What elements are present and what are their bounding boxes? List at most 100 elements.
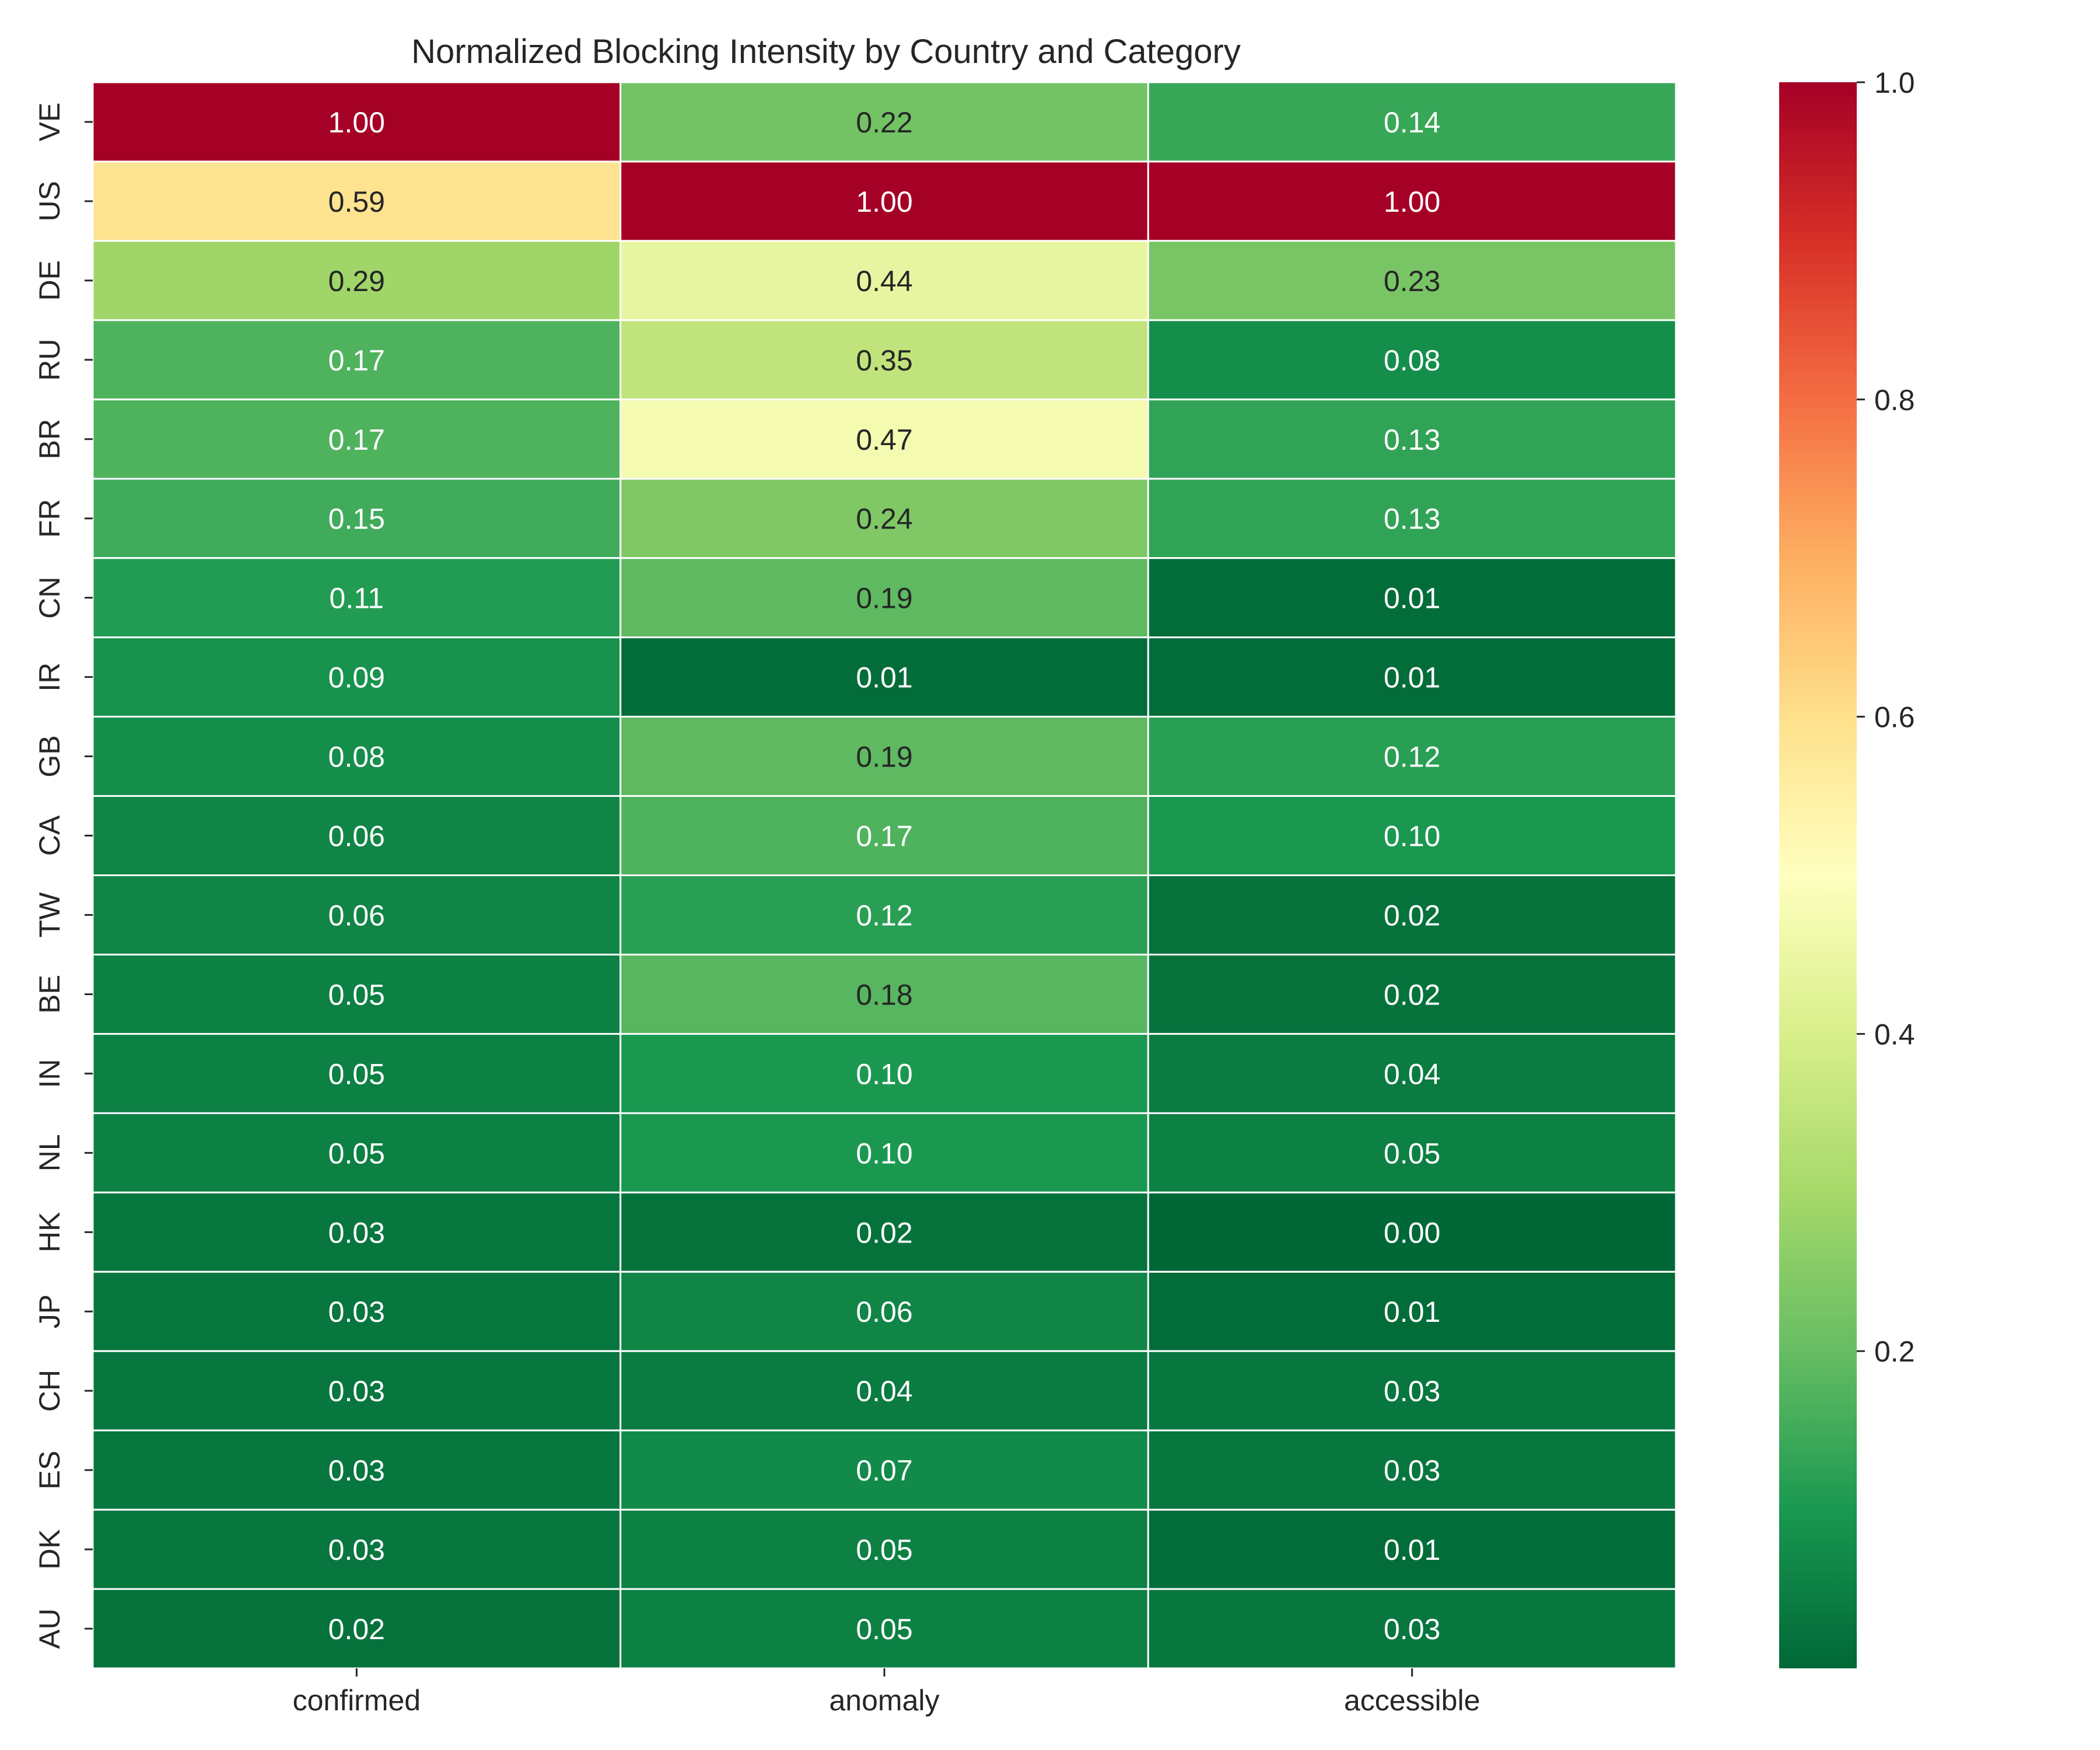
row-tick-label: ES [33, 1451, 66, 1490]
row-tick-label: BR [33, 419, 66, 459]
cell-value-label: 0.05 [328, 1058, 385, 1090]
row-tick-label: RU [33, 339, 66, 381]
row-tick-label: FR [33, 499, 66, 538]
cell-value-label: 0.59 [328, 186, 385, 218]
cell-value-label: 0.29 [328, 265, 385, 298]
cell-value-label: 0.35 [856, 344, 912, 377]
heatmap-cell [1147, 1112, 1677, 1194]
cell-value-label: 0.10 [856, 1137, 912, 1170]
cell-value-label: 0.13 [1384, 424, 1440, 456]
cell-value-label: 0.03 [328, 1534, 385, 1566]
heatmap-cell-labels: 1.00 0.22 0.14 0.59 1.00 1.00 0.29 0.44 0.23 0.17… [328, 106, 1441, 1646]
column-tick-label: confirmed [293, 1684, 421, 1717]
cell-value-label: 0.14 [1384, 106, 1440, 139]
cell-value-label: 1.00 [1384, 186, 1440, 218]
heatmap-cell [92, 478, 622, 559]
heatmap-cell [620, 1112, 1149, 1194]
row-tick-label: CA [33, 815, 66, 856]
heatmap-cell [620, 1270, 1149, 1352]
heatmap-cell [1147, 240, 1677, 321]
cell-value-label: 0.19 [856, 741, 912, 774]
heatmap-cell [92, 240, 622, 321]
heatmap-cell [92, 319, 622, 401]
cell-value-label: 0.03 [1384, 1454, 1440, 1487]
cell-value-label: 0.18 [856, 978, 912, 1011]
heatmap-cell [92, 874, 622, 956]
colorbar: 0.2 0.4 0.6 0.8 1.0 [1779, 66, 1915, 1668]
heatmap-cell [92, 636, 622, 718]
cell-value-label: 0.05 [328, 978, 385, 1011]
cell-value-label: 0.05 [328, 1137, 385, 1170]
column-tick-label: accessible [1344, 1684, 1480, 1717]
cell-value-label: 0.02 [328, 1613, 385, 1646]
heatmap-cell [1147, 81, 1677, 163]
cell-value-label: 0.01 [1384, 1296, 1440, 1328]
cell-value-label: 0.10 [1384, 820, 1440, 853]
cell-value-label: 0.03 [328, 1296, 385, 1328]
cell-value-label: 0.03 [328, 1375, 385, 1408]
heatmap-cell [1147, 1429, 1677, 1511]
heatmap-cells [92, 81, 1677, 1670]
heatmap-cell [1147, 319, 1677, 401]
heatmap-cell [92, 1270, 622, 1352]
heatmap-cell [620, 716, 1149, 797]
cell-value-label: 0.02 [1384, 978, 1440, 1011]
heatmap-cell [92, 398, 622, 480]
cell-value-label: 0.02 [856, 1216, 912, 1249]
heatmap-cell [620, 953, 1149, 1035]
cell-value-label: 0.17 [328, 344, 385, 377]
cell-value-label: 0.47 [856, 424, 912, 456]
cell-value-label: 1.00 [856, 186, 912, 218]
cell-value-label: 0.09 [328, 662, 385, 694]
cell-value-label: 0.03 [328, 1454, 385, 1487]
cell-value-label: 0.03 [1384, 1613, 1440, 1646]
row-tick-label: DE [33, 260, 66, 300]
row-tick-label: CH [33, 1370, 66, 1412]
cell-value-label: 0.17 [856, 820, 912, 853]
cell-value-label: 0.19 [856, 582, 912, 615]
heatmap-cell [620, 81, 1149, 163]
heatmap-cell [92, 716, 622, 797]
row-tick-label: HK [33, 1212, 66, 1252]
heatmap-cell [1147, 478, 1677, 559]
heatmap-cell [620, 795, 1149, 877]
row-tick-label: TW [33, 892, 66, 938]
cell-value-label: 0.44 [856, 265, 912, 298]
cell-value-label: 0.08 [1384, 344, 1440, 377]
cell-value-label: 0.05 [856, 1613, 912, 1646]
colorbar-tick-label: 1.0 [1874, 66, 1915, 99]
heatmap-cell [620, 636, 1149, 718]
heatmap-cell [620, 398, 1149, 480]
cell-value-label: 0.08 [328, 741, 385, 774]
cell-value-label: 0.17 [328, 424, 385, 456]
cell-value-label: 0.04 [1384, 1058, 1440, 1090]
cell-value-label: 0.22 [856, 106, 912, 139]
heatmap-cell [620, 1032, 1149, 1114]
heatmap-cell [620, 1508, 1149, 1590]
cell-value-label: 0.23 [1384, 265, 1440, 298]
row-tick-label: IN [33, 1059, 66, 1088]
cell-value-label: 0.12 [856, 899, 912, 932]
row-tick-label: IR [33, 663, 66, 692]
row-tick-label: US [33, 181, 66, 221]
cell-value-label: 0.03 [1384, 1375, 1440, 1408]
cell-value-label: 0.01 [1384, 662, 1440, 694]
heatmap-cell [1147, 716, 1677, 797]
heatmap-cell [1147, 795, 1677, 877]
cell-value-label: 0.01 [1384, 582, 1440, 615]
cell-value-label: 0.04 [856, 1375, 912, 1408]
heatmap-cell [92, 1508, 622, 1590]
cell-value-label: 1.00 [328, 106, 385, 139]
colorbar-tick-label: 0.8 [1874, 384, 1915, 416]
chart-title: Normalized Blocking Intensity by Country… [411, 33, 1241, 71]
column-tick-label: anomaly [830, 1684, 940, 1717]
cell-value-label: 0.06 [328, 820, 385, 853]
row-tick-label: AU [33, 1608, 66, 1648]
cell-value-label: 0.11 [330, 582, 384, 615]
row-tick-label: GB [33, 735, 66, 777]
colorbar-tick-label: 0.2 [1874, 1335, 1915, 1368]
cell-value-label: 0.06 [328, 899, 385, 932]
cell-value-label: 0.05 [856, 1534, 912, 1566]
heatmap-cell [1147, 1588, 1677, 1670]
